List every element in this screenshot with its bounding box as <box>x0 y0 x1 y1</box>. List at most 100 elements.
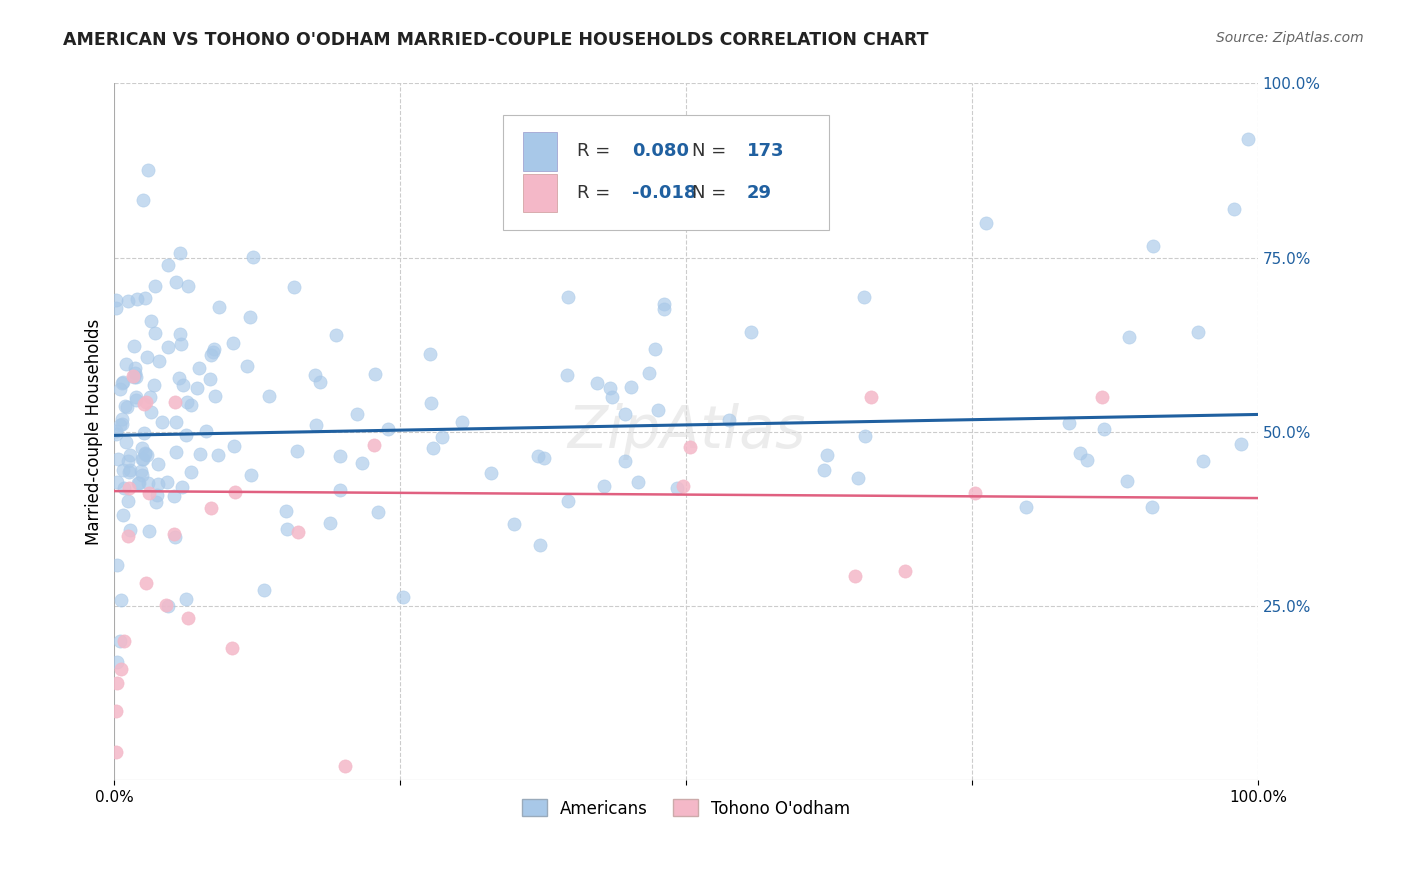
Point <box>134 446 156 460</box>
Point <box>187 360 209 375</box>
Point <box>419 347 441 361</box>
Point <box>142 378 165 392</box>
Point <box>104 746 127 760</box>
Point <box>557 290 579 304</box>
Point <box>112 634 135 648</box>
Point <box>740 325 762 339</box>
Point <box>620 380 643 394</box>
Point <box>136 351 159 365</box>
Point <box>202 342 225 356</box>
Point <box>117 453 139 467</box>
Point <box>346 407 368 421</box>
Point <box>105 424 128 438</box>
Point <box>392 590 415 604</box>
Point <box>143 326 166 341</box>
Point <box>555 368 578 382</box>
Point <box>1057 416 1080 430</box>
Point <box>111 463 134 477</box>
Point <box>325 327 347 342</box>
Point <box>105 475 128 489</box>
Point <box>363 437 385 451</box>
Point <box>118 448 141 462</box>
Point <box>156 258 179 272</box>
Point <box>146 488 169 502</box>
Text: N =: N = <box>692 184 733 202</box>
Point <box>132 397 155 411</box>
Point <box>180 398 202 412</box>
Point <box>319 516 342 530</box>
Point <box>599 381 621 395</box>
Point <box>1069 446 1091 460</box>
Point <box>221 640 243 655</box>
Point <box>1230 436 1253 450</box>
Point <box>157 340 180 354</box>
Point <box>647 402 669 417</box>
Point <box>135 448 157 462</box>
Point <box>104 427 127 442</box>
Point <box>118 465 141 479</box>
Point <box>274 503 297 517</box>
Point <box>127 476 149 491</box>
Point <box>155 475 177 489</box>
Point <box>287 524 309 539</box>
Point <box>190 447 212 461</box>
Point <box>430 430 453 444</box>
Point <box>135 394 157 409</box>
Point <box>138 524 160 538</box>
Point <box>600 390 623 404</box>
Point <box>305 417 328 432</box>
Point <box>118 463 141 477</box>
Point <box>208 301 231 315</box>
Point <box>177 279 200 293</box>
Point <box>165 275 187 289</box>
Point <box>1091 390 1114 404</box>
Point <box>118 523 141 537</box>
Point <box>163 489 186 503</box>
Point <box>377 422 399 436</box>
Point <box>627 475 650 490</box>
Point <box>141 405 163 419</box>
Point <box>974 216 997 230</box>
Point <box>163 395 186 409</box>
Point <box>121 369 143 384</box>
Point <box>122 338 145 352</box>
Point <box>194 424 217 438</box>
Point <box>111 375 134 389</box>
Text: 29: 29 <box>747 184 772 202</box>
Text: N =: N = <box>692 143 733 161</box>
Point <box>1223 202 1246 216</box>
Point <box>136 476 159 491</box>
Point <box>150 415 173 429</box>
Point <box>132 194 155 208</box>
Text: R =: R = <box>578 184 616 202</box>
Point <box>128 476 150 491</box>
Point <box>110 662 132 676</box>
Point <box>105 655 128 669</box>
Point <box>135 576 157 591</box>
Point <box>180 465 202 479</box>
Point <box>124 360 146 375</box>
Point <box>104 704 127 718</box>
Point <box>131 464 153 478</box>
Point <box>105 675 128 690</box>
Point <box>107 451 129 466</box>
Point <box>114 358 136 372</box>
Point <box>138 485 160 500</box>
Point <box>422 441 444 455</box>
FancyBboxPatch shape <box>523 132 557 170</box>
Point <box>104 293 127 308</box>
Point <box>132 425 155 440</box>
Point <box>557 494 579 508</box>
Point <box>117 494 139 508</box>
Point <box>198 372 221 386</box>
Point <box>586 376 609 390</box>
Point <box>240 467 263 482</box>
Point <box>652 297 675 311</box>
Point <box>333 759 356 773</box>
Point <box>174 591 197 606</box>
Point <box>170 480 193 494</box>
FancyBboxPatch shape <box>523 174 557 212</box>
Point <box>420 396 443 410</box>
Point <box>162 526 184 541</box>
Point <box>167 370 190 384</box>
